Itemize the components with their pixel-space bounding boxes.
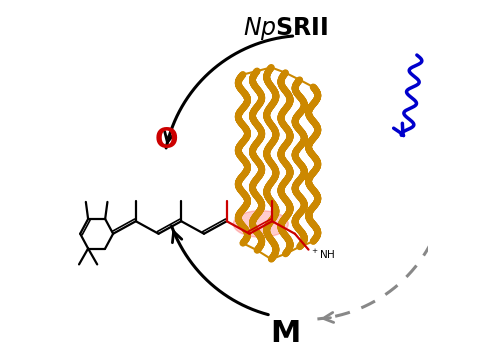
- Text: $^+$NH: $^+$NH: [310, 248, 335, 261]
- Text: O: O: [155, 126, 178, 154]
- Text: M: M: [270, 319, 300, 348]
- Text: $\mathit{Np}$$\mathbf{SRII}$: $\mathit{Np}$$\mathbf{SRII}$: [243, 15, 328, 42]
- Ellipse shape: [234, 211, 288, 237]
